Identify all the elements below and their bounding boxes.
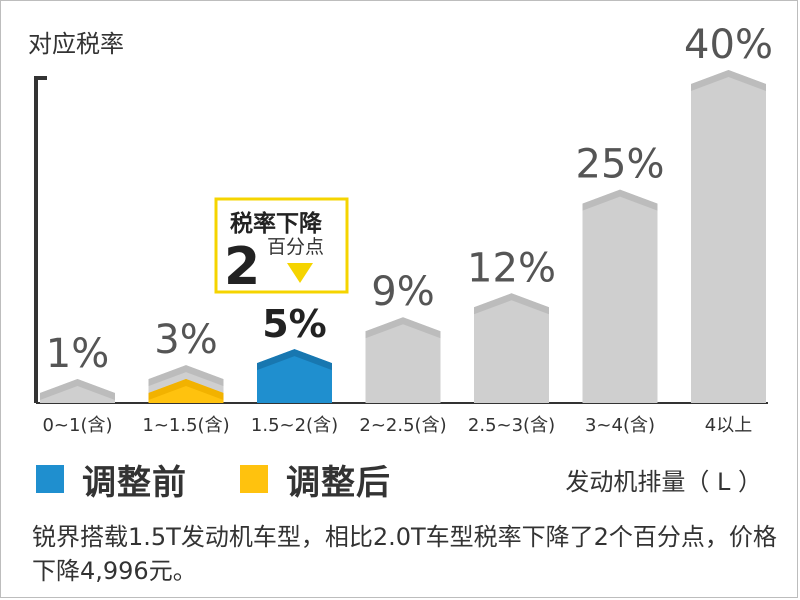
annotation-unit: 百分点 bbox=[267, 236, 324, 258]
bar-before-2 bbox=[257, 349, 332, 403]
x-tick-label-1: 1~1.5(含) bbox=[142, 415, 229, 436]
annotation-box bbox=[214, 197, 349, 294]
bar-before-0 bbox=[40, 379, 115, 403]
x-tick-label-2: 1.5~2(含) bbox=[251, 415, 338, 436]
data-label-4: 12% bbox=[467, 245, 556, 291]
caption-text: 锐界搭载1.5T发动机车型，相比2.0T车型税率下降了2个百分点，价格下降4,9… bbox=[32, 523, 777, 585]
bar-before-3 bbox=[365, 317, 441, 403]
legend-swatch-after bbox=[240, 465, 268, 493]
y-axis-line bbox=[34, 76, 47, 403]
x-tick-label-0: 0~1(含) bbox=[42, 415, 112, 436]
legend-swatch-before bbox=[36, 465, 64, 493]
x-tick-label-5: 3~4(含) bbox=[585, 415, 655, 436]
bars-layer: 1% 0~1(含) 3% 1~1.5(含) 5% 1.5~2(含) 9% 2~2.5(含) 12… bbox=[40, 22, 773, 436]
data-label-2: 5% bbox=[262, 302, 327, 346]
legend-label-before: 调整前 bbox=[82, 462, 187, 503]
data-label-1: 3% bbox=[154, 317, 217, 363]
data-label-5: 25% bbox=[576, 142, 665, 188]
bar-before-6 bbox=[691, 70, 766, 403]
legend-label-after: 调整后 bbox=[286, 462, 391, 503]
data-label-3: 9% bbox=[371, 269, 434, 315]
x-axis-label: 发动机排量（ L ） bbox=[565, 468, 762, 496]
y-axis-label: 对应税率 bbox=[28, 30, 124, 58]
annotation-value: 2 bbox=[224, 237, 260, 297]
bar-after-1 bbox=[148, 379, 224, 403]
data-label-6: 40% bbox=[684, 22, 773, 68]
bar-before-4 bbox=[474, 293, 549, 403]
data-label-0: 1% bbox=[46, 331, 109, 377]
rate-bar-chart: 对应税率 1% 0~1(含) 3% 1~1.5(含) 5% 1.5~2(含) 9% 2~2.5… bbox=[28, 22, 773, 436]
legend-after: 调整后 bbox=[240, 456, 391, 503]
x-tick-label-6: 4以上 bbox=[705, 415, 752, 436]
rate-drop-annotation: 税率下降 2 百分点 bbox=[214, 197, 349, 297]
x-tick-label-3: 2~2.5(含) bbox=[359, 415, 446, 436]
legend-before: 调整前 bbox=[36, 456, 187, 503]
x-tick-label-4: 2.5~3(含) bbox=[468, 415, 555, 436]
down-arrow-icon bbox=[287, 263, 313, 283]
bar-before-5 bbox=[582, 189, 658, 403]
annotation-title: 税率下降 bbox=[230, 210, 323, 237]
